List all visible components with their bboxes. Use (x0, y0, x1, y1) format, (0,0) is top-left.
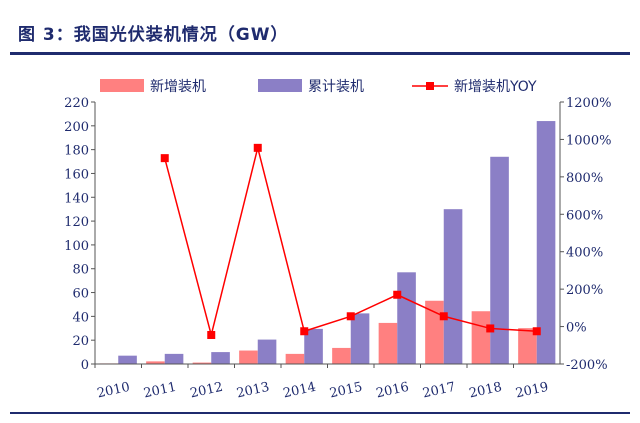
x-tick-label: 2011 (142, 380, 177, 402)
figure-title: 图 3：我国光伏装机情况（GW） (18, 25, 289, 45)
yoy-point (160, 154, 169, 163)
y-left-tick-label: 80 (72, 263, 89, 278)
bar-cumulative (443, 209, 463, 364)
yoy-line (164, 147, 537, 336)
legend-label: 新增装机YOY (454, 79, 537, 95)
legend-marker (426, 82, 434, 90)
bar-cumulative (118, 355, 137, 364)
bar-new (378, 322, 398, 364)
yoy-point (393, 290, 402, 299)
y-right-tick-label: 600% (566, 208, 603, 223)
yoy-point (486, 324, 495, 333)
bar-new (192, 362, 212, 364)
y-right-tick-label: 200% (566, 283, 603, 298)
y-left-tick-label: 160 (64, 167, 89, 182)
x-tick-label: 2010 (96, 380, 131, 402)
bar-cumulative (257, 339, 277, 364)
bottom-rule (10, 412, 630, 414)
bar-cumulative (304, 328, 323, 364)
bar-cumulative (536, 121, 556, 365)
bar-new (239, 350, 258, 364)
bar-cumulative (164, 353, 184, 364)
x-tick-label: 2016 (375, 380, 410, 402)
bar-new (332, 347, 351, 364)
y-right-tick-label: 400% (566, 246, 603, 261)
y-left-tick-label: 140 (64, 191, 89, 206)
x-tick-label: 2014 (282, 380, 317, 402)
x-tick-label: 2017 (421, 380, 456, 402)
bar-cumulative (490, 156, 509, 364)
yoy-point (300, 327, 309, 336)
bar-new (285, 353, 305, 364)
bar-new (518, 328, 537, 364)
yoy-point (253, 143, 262, 152)
bar-new (146, 361, 165, 364)
yoy-point (207, 330, 216, 339)
y-right-tick-label: 800% (566, 171, 603, 186)
bar-new (471, 311, 491, 364)
legend-label: 累计装机 (308, 79, 364, 95)
x-tick-label: 2019 (514, 380, 549, 402)
bar-cumulative (350, 313, 370, 364)
y-left-tick-label: 200 (64, 120, 89, 135)
y-right-tick-label: 0% (566, 321, 587, 336)
bar-cumulative (211, 352, 230, 364)
bar-cumulative (397, 272, 416, 364)
x-tick-label: 2012 (189, 380, 224, 402)
yoy-point (532, 327, 541, 336)
y-right-tick-label: 1200% (566, 96, 611, 111)
yoy-point (439, 312, 448, 321)
y-right-tick-label: -200% (566, 358, 608, 373)
legend-label: 新增装机 (150, 79, 206, 95)
y-left-tick-label: 20 (72, 334, 89, 349)
x-tick-label: 2015 (328, 380, 363, 402)
legend-swatch (258, 79, 302, 92)
y-left-tick-label: 100 (64, 239, 89, 254)
y-left-tick-label: 40 (72, 310, 89, 325)
y-right-tick-label: 1000% (566, 133, 611, 148)
yoy-point (346, 312, 355, 321)
title-rule (10, 52, 630, 55)
y-left-tick-label: 120 (64, 215, 89, 230)
y-left-tick-label: 180 (64, 144, 89, 159)
y-left-tick-label: 60 (72, 287, 89, 302)
x-tick-label: 2018 (468, 380, 503, 402)
y-left-tick-label: 0 (81, 358, 89, 373)
legend-swatch (100, 79, 144, 92)
x-tick-label: 2013 (235, 380, 270, 402)
bar-new (425, 300, 444, 364)
y-left-tick-label: 220 (64, 96, 89, 111)
